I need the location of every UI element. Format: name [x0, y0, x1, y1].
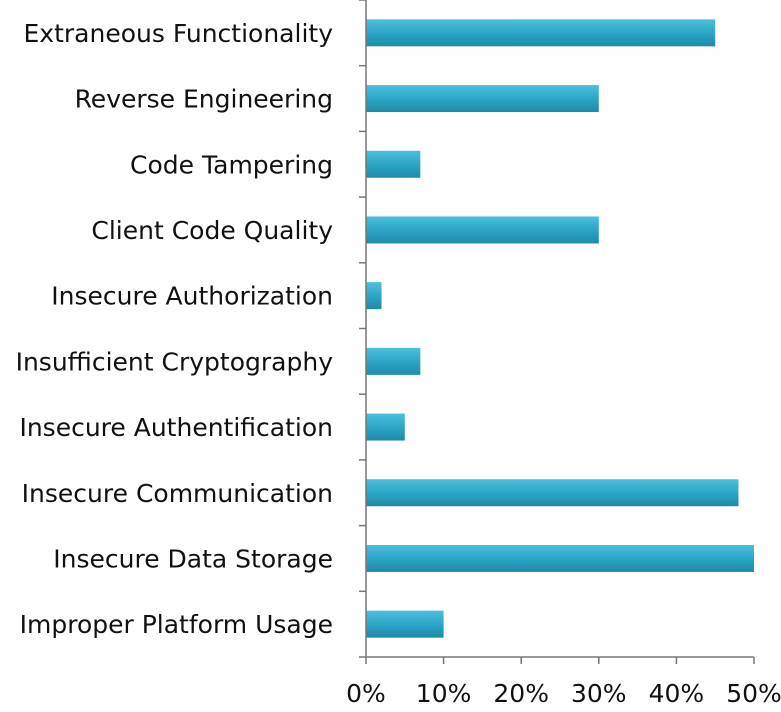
x-axis-ticks	[365, 657, 755, 664]
bar	[366, 347, 421, 375]
x-tick-label: 40%	[649, 679, 705, 708]
bar	[366, 282, 382, 310]
bars-group	[366, 19, 754, 638]
x-tick-label: 50%	[726, 679, 781, 708]
x-tick-labels: 0% 10% 20% 30% 40% 50%	[346, 679, 781, 708]
bar	[366, 479, 739, 507]
category-label: Insecure Authorization	[51, 282, 333, 311]
category-label: Extraneous Functionality	[24, 19, 334, 48]
bar	[366, 150, 421, 178]
category-label: Reverse Engineering	[75, 85, 333, 114]
x-tick-label: 20%	[493, 679, 549, 708]
bar	[366, 19, 716, 47]
x-tick-label: 10%	[416, 679, 472, 708]
x-tick-label: 30%	[571, 679, 627, 708]
category-label: Insecure Communication	[22, 479, 333, 508]
bar	[366, 610, 444, 638]
bar	[366, 85, 599, 113]
x-tick-label: 0%	[346, 679, 386, 708]
category-label: Client Code Quality	[91, 216, 333, 245]
bar	[366, 544, 754, 572]
category-label: Insufficient Cryptography	[16, 347, 334, 376]
bar	[366, 216, 599, 244]
category-label: Insecure Authentification	[19, 413, 333, 442]
category-label: Insecure Data Storage	[53, 544, 333, 573]
bar	[366, 413, 405, 441]
category-label: Code Tampering	[130, 150, 333, 179]
y-axis-ticks	[359, 0, 366, 658]
category-label: Improper Platform Usage	[20, 610, 333, 639]
category-labels: Extraneous Functionality Reverse Engineer…	[16, 19, 334, 639]
